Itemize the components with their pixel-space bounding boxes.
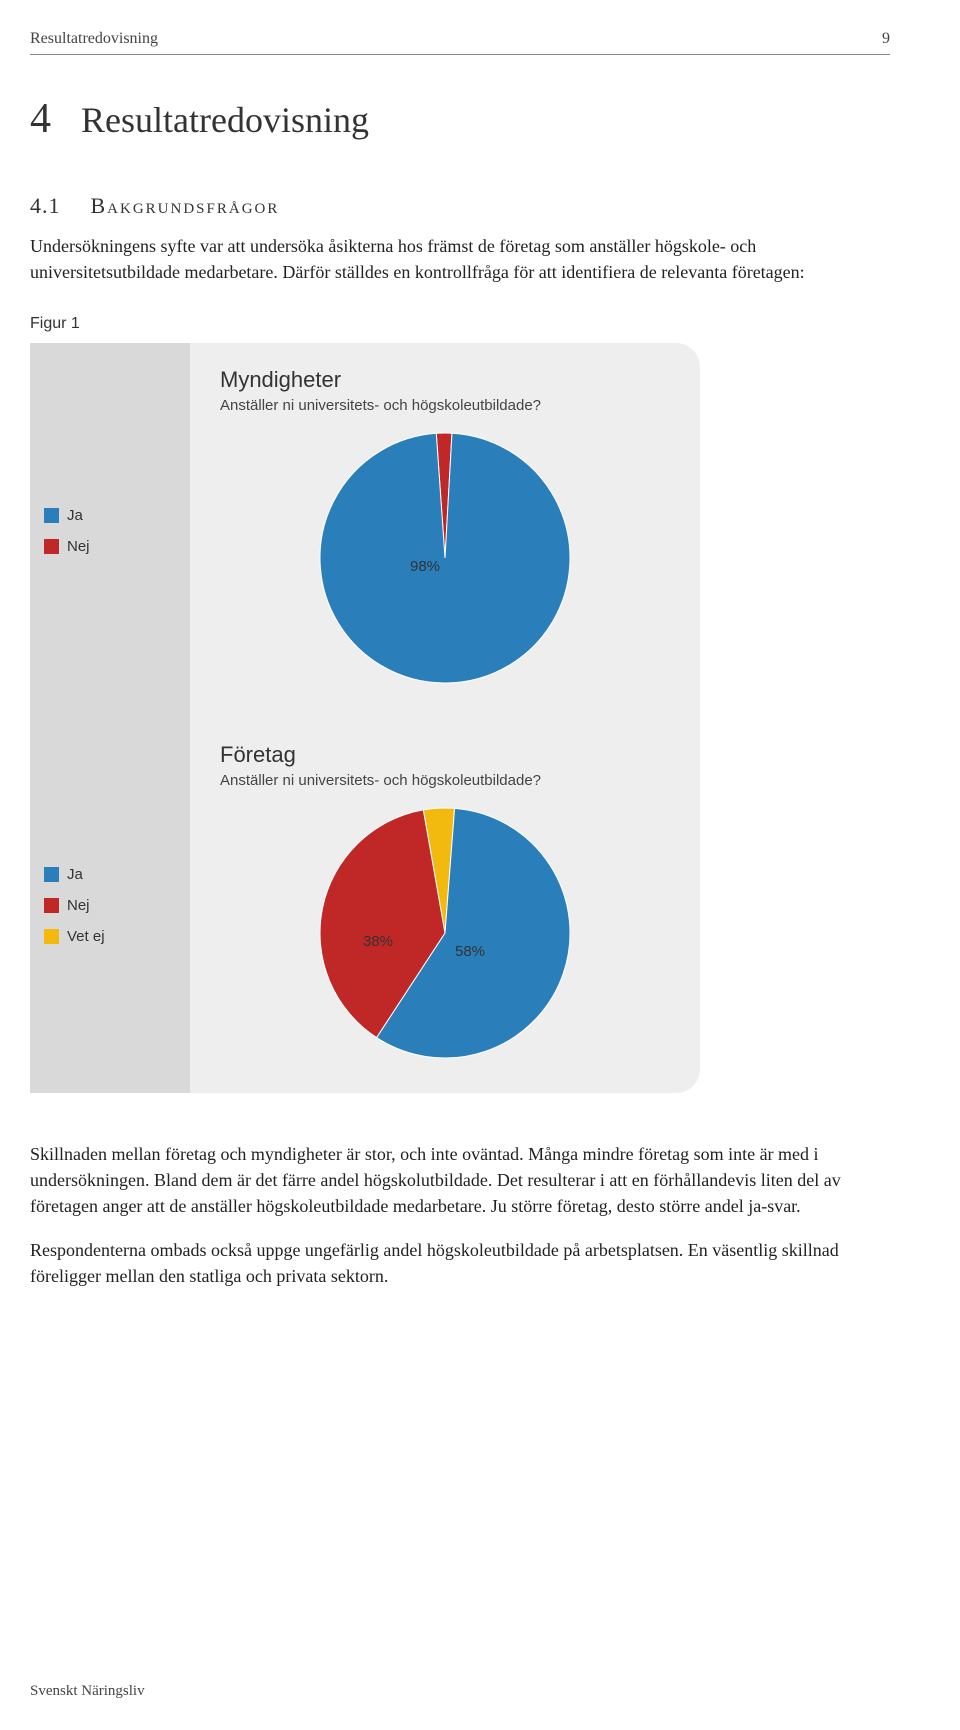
legend-ja-label-2: Ja [67, 866, 83, 883]
legend-vetej-label: Vet ej [67, 928, 105, 945]
chapter-heading: 4 Resultatredovisning [30, 95, 890, 143]
chart1-label-98pct: 98% [410, 558, 440, 575]
swatch-nej [44, 539, 59, 554]
chart2-title: Företag [220, 742, 670, 768]
legend-nej: Nej [44, 538, 176, 555]
chart2-subtitle: Anställer ni universitets- och högskoleu… [220, 772, 670, 791]
legend-ja-label: Ja [67, 507, 83, 524]
pie-chart-1 [315, 428, 575, 688]
figure-chart-myndigheter: Ja Nej Myndigheter Anställer ni universi… [30, 343, 700, 718]
after-paragraph-2: Respondenterna ombads också uppge ungefä… [30, 1237, 890, 1289]
legend-nej-2: Nej [44, 897, 176, 914]
chart1-subtitle: Anställer ni universitets- och högskoleu… [220, 397, 670, 416]
section-title: Bakgrundsfrågor [91, 193, 280, 219]
swatch-nej-2 [44, 898, 59, 913]
chart2-label-58pct: 58% [455, 943, 485, 960]
swatch-ja-2 [44, 867, 59, 882]
chapter-title: Resultatredovisning [81, 99, 369, 141]
legend-ja-2: Ja [44, 866, 176, 883]
chart-col-2: Företag Anställer ni universitets- och h… [190, 718, 700, 1093]
running-title: Resultatredovisning [30, 30, 158, 48]
chapter-number: 4 [30, 95, 51, 143]
pie1-wrap: 98% [315, 428, 575, 688]
footer-text: Svenskt Näringsliv [30, 1683, 145, 1700]
legend-nej-label: Nej [67, 538, 90, 555]
swatch-ja [44, 508, 59, 523]
section-number: 4.1 [30, 193, 61, 219]
after-paragraph-1: Skillnaden mellan företag och myndighete… [30, 1141, 890, 1219]
page-header: Resultatredovisning 9 [30, 30, 890, 55]
page-number: 9 [882, 30, 890, 48]
chart1-title: Myndigheter [220, 367, 670, 393]
chart-col-1: Myndigheter Anställer ni universitets- o… [190, 343, 700, 718]
legend-vetej: Vet ej [44, 928, 176, 945]
pie-chart-2 [315, 803, 575, 1063]
section-heading: 4.1 Bakgrundsfrågor [30, 193, 890, 219]
legend-nej-label-2: Nej [67, 897, 90, 914]
legend-col-1: Ja Nej [30, 343, 190, 718]
chart2-label-38pct: 38% [363, 933, 393, 950]
legend-ja: Ja [44, 507, 176, 524]
swatch-vetej [44, 929, 59, 944]
figure-chart-foretag: Ja Nej Vet ej Företag Anställer ni unive… [30, 718, 700, 1093]
intro-paragraph: Undersökningens syfte var att undersöka … [30, 233, 890, 285]
pie2-wrap: 38% 58% [315, 803, 575, 1063]
figure-label: Figur 1 [30, 315, 890, 333]
legend-col-2: Ja Nej Vet ej [30, 718, 190, 1093]
